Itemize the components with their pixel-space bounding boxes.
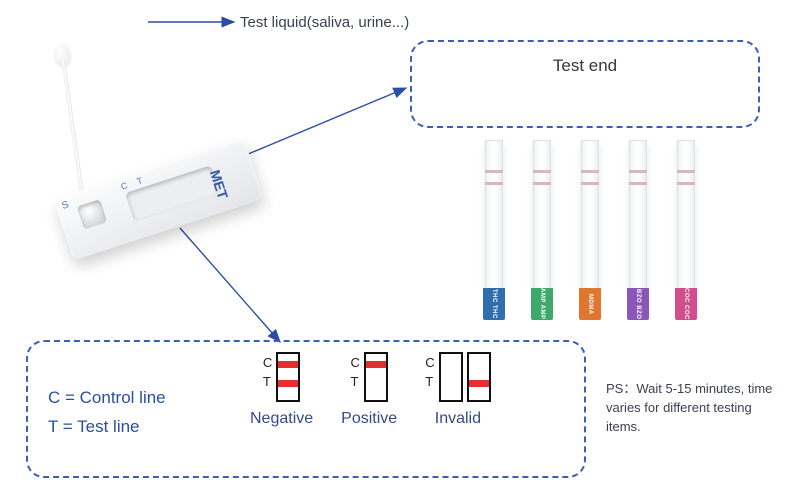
mini-strip [276,352,300,402]
test-strip: MDMA [575,140,605,320]
strip-label: THC THC [483,288,505,320]
cassette-device: S C T MET [13,97,288,314]
ct-labels: CT [263,354,272,392]
strip-body [485,140,503,290]
strip-label-text: THC THC [491,289,497,319]
strip-label: BZO BZO [627,288,649,320]
strip-c-line [533,170,551,173]
strip-t-line [485,182,503,185]
mini-c-line [366,361,386,368]
test-strips-row: THC THC AMP AMP MDMA BZO BZO COC COC [440,140,740,320]
result-negative: CT Negative [250,352,313,428]
strip-t-line [629,182,647,185]
test-end-box: Test end [410,40,760,128]
strip-label-text: BZO BZO [635,289,641,320]
mini-t-line [469,380,489,387]
t-letter: T [350,373,359,392]
strip-label: AMP AMP [531,288,553,320]
t-letter: T [425,373,434,392]
result-caption: Invalid [435,410,481,428]
strip-label-text: AMP AMP [539,288,545,320]
result-caption: Positive [341,410,397,428]
results-row: CTNegativeCTPositiveCTInvalid [250,352,491,428]
strip-body [533,140,551,290]
c-letter: C [263,354,272,373]
strip-label-text: COC COC [683,288,689,320]
result-positive: CT Positive [341,352,397,428]
strip-label-text: MDMA [587,294,593,315]
result-pair: CT [263,352,300,402]
strip-c-line [581,170,599,173]
test-strip: COC COC [671,140,701,320]
legend-c: C = Control line [48,384,166,413]
legend-t: T = Test line [48,413,166,442]
mini-t-line [278,380,298,387]
ct-labels: CT [350,354,359,392]
strip-t-line [677,182,695,185]
strip-c-line [629,170,647,173]
liquid-label: Test liquid(saliva, urine...) [240,14,409,31]
mini-strip [467,352,491,402]
c-letter: C [350,354,359,373]
strip-body [629,140,647,290]
result-invalid: CTInvalid [425,352,490,428]
test-end-title: Test end [412,56,758,76]
mini-strip [364,352,388,402]
strip-label: COC COC [675,288,697,320]
result-pair: CT [425,352,490,402]
result-caption: Negative [250,410,313,428]
strip-c-line [485,170,503,173]
ct-legend: C = Control line T = Test line [48,384,166,442]
mini-strip [439,352,463,402]
ps-note: PS：Wait 5-15 minutes, time varies for di… [606,380,786,437]
strip-body [677,140,695,290]
result-pair: CT [350,352,387,402]
test-strip: THC THC [479,140,509,320]
strip-t-line [533,182,551,185]
t-letter: T [263,373,272,392]
ct-labels: CT [425,354,434,392]
strip-body [581,140,599,290]
test-strip: AMP AMP [527,140,557,320]
strip-t-line [581,182,599,185]
swab-stem [61,59,84,192]
strip-label: MDMA [579,288,601,320]
swab [56,43,87,193]
strip-c-line [677,170,695,173]
test-strip: BZO BZO [623,140,653,320]
mini-c-line [278,361,298,368]
c-letter: C [425,354,434,373]
